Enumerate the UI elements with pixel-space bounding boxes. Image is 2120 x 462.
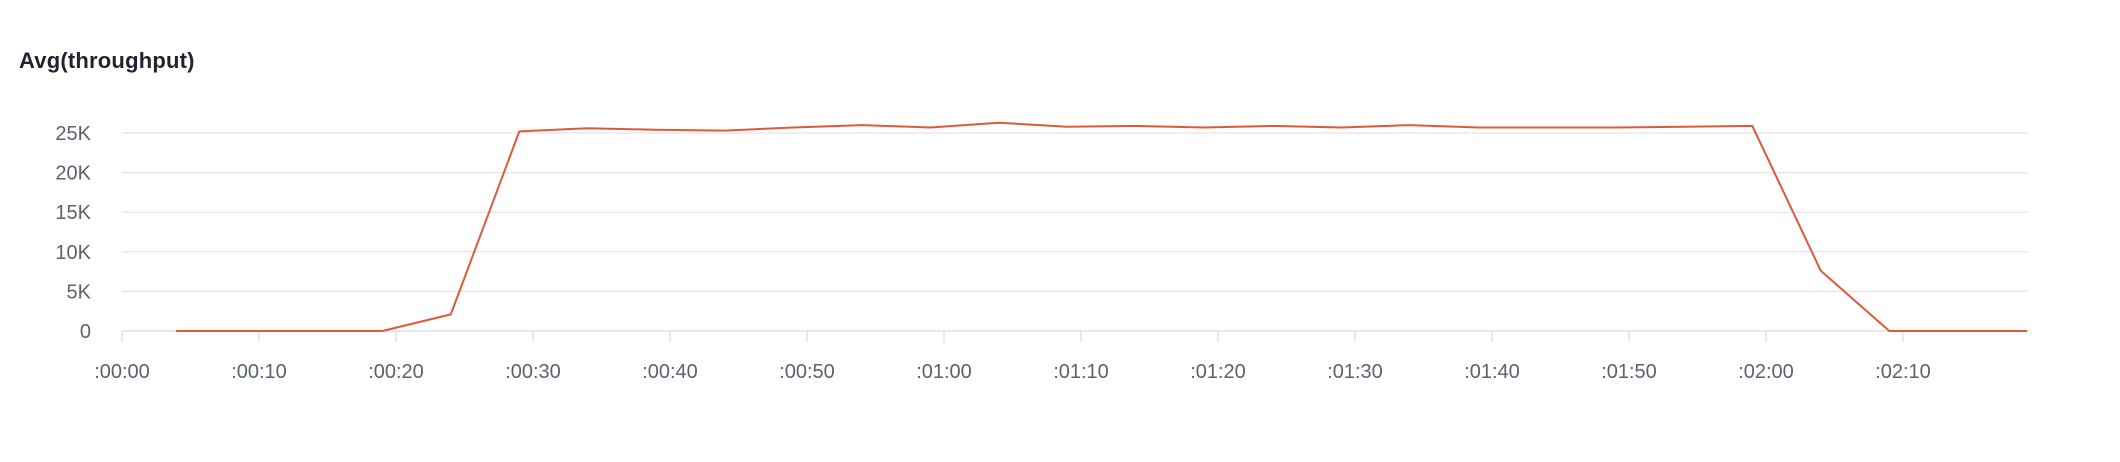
x-tick-label: :00:30	[505, 361, 561, 383]
data-point[interactable]	[447, 310, 455, 318]
data-point[interactable]	[1748, 122, 1756, 130]
data-point[interactable]	[721, 127, 729, 135]
data-point[interactable]	[310, 327, 318, 335]
x-tick-label: :01:40	[1464, 361, 1520, 383]
data-point[interactable]	[1063, 123, 1071, 131]
y-tick-label: 0	[80, 321, 91, 343]
data-point[interactable]	[1269, 122, 1277, 130]
data-point[interactable]	[1611, 124, 1619, 132]
y-tick-label: 10K	[55, 242, 91, 264]
data-point[interactable]	[1885, 327, 1893, 335]
data-point[interactable]	[2022, 327, 2030, 335]
x-tick-label: :01:20	[1190, 361, 1246, 383]
series-layer	[173, 119, 2030, 335]
data-point[interactable]	[1817, 267, 1825, 275]
x-tick-label: :02:00	[1738, 361, 1794, 383]
x-tick-label: :01:50	[1601, 361, 1657, 383]
x-tick-label: :00:20	[368, 361, 424, 383]
data-point[interactable]	[515, 127, 523, 135]
x-tick-label: :00:00	[94, 361, 150, 383]
y-tick-label: 15K	[55, 202, 91, 224]
series-line-avg-throughput[interactable]	[175, 121, 2028, 332]
data-point[interactable]	[1406, 121, 1414, 129]
x-axis: :00:00 :00:10 :00:20 :00:30 :00:40 :00:50 :01:…	[94, 331, 1931, 383]
grid-lines	[122, 132, 2028, 332]
data-point[interactable]	[652, 126, 660, 134]
data-point[interactable]	[241, 327, 249, 335]
x-tick-label: :00:10	[231, 361, 287, 383]
data-point[interactable]	[378, 327, 386, 335]
data-point[interactable]	[173, 327, 181, 335]
data-point[interactable]	[789, 124, 797, 132]
data-point[interactable]	[1954, 327, 1962, 335]
x-tick-label: :02:10	[1875, 361, 1931, 383]
x-tick-label: :00:40	[642, 361, 698, 383]
y-tick-label: 25K	[55, 123, 91, 145]
x-tick-label: :00:50	[779, 361, 835, 383]
data-point[interactable]	[584, 124, 592, 132]
data-point[interactable]	[1474, 124, 1482, 132]
y-tick-label: 5K	[67, 281, 92, 303]
data-point[interactable]	[1132, 122, 1140, 130]
data-point[interactable]	[926, 124, 934, 132]
x-tick-label: :01:30	[1327, 361, 1383, 383]
chart-title: Avg(throughput)	[19, 48, 195, 73]
y-tick-label: 20K	[55, 163, 91, 185]
data-point[interactable]	[858, 121, 866, 129]
data-point[interactable]	[995, 119, 1003, 127]
x-tick-label: :01:00	[916, 361, 972, 383]
x-tick-label: :01:10	[1053, 361, 1109, 383]
data-point[interactable]	[1543, 124, 1551, 132]
data-point[interactable]	[1337, 124, 1345, 132]
data-point[interactable]	[1680, 123, 1688, 131]
data-point[interactable]	[1200, 124, 1208, 132]
y-axis-labels: 0 5K 10K 15K 20K 25K	[55, 123, 91, 343]
